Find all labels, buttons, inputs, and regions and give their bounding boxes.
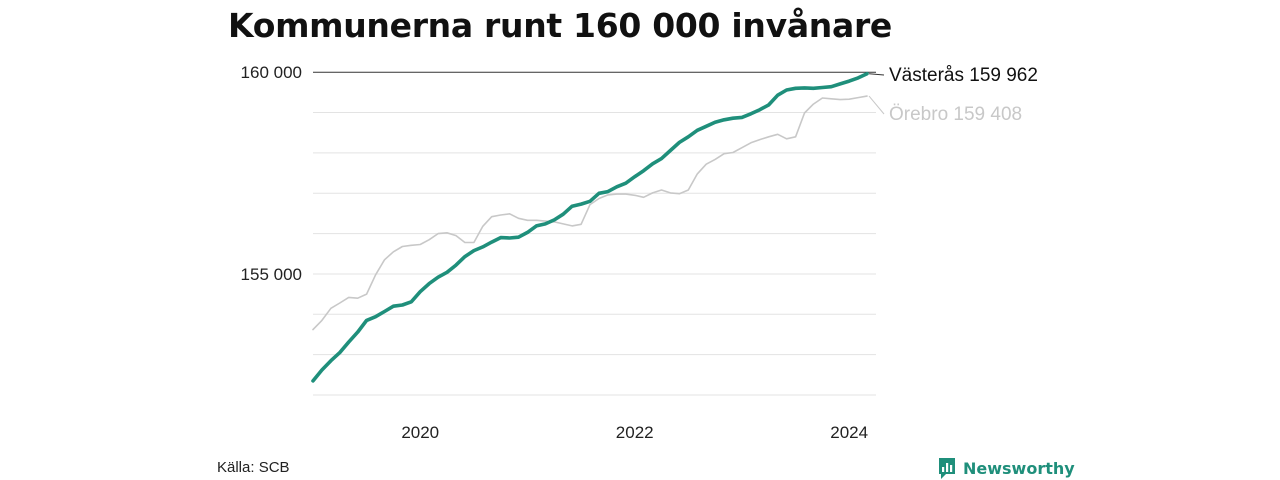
y-axis-tick-labels: 155 000 160 000 [241, 63, 302, 284]
label-connector [868, 73, 885, 76]
x-tick-label: 2022 [616, 423, 654, 442]
chart-speech-bubble-icon [939, 458, 955, 479]
brand-logo: Newsworthy [937, 456, 1075, 480]
series-line-vasteras [311, 71, 869, 383]
line-chart: 155 000 160 000 2020 2022 2024 Örebro 159 4… [241, 63, 1038, 442]
series-end-label: Västerås 159 962 [889, 65, 1038, 86]
chart-title: Kommunerna runt 160 000 invånare [228, 6, 892, 45]
source-note: Källa: SCB [217, 459, 290, 476]
gridlines [313, 71, 876, 396]
x-tick-label: 2024 [830, 423, 868, 442]
y-tick-label: 160 000 [241, 63, 302, 82]
x-tick-label: 2020 [401, 423, 439, 442]
series-end-label: Örebro 159 408 [889, 104, 1022, 125]
x-axis-tick-labels: 2020 2022 2024 [401, 423, 868, 442]
series-end-labels: Örebro 159 408 Västerås 159 962 [868, 65, 1038, 125]
y-tick-label: 155 000 [241, 265, 302, 284]
series-lines [311, 71, 869, 383]
brand-name: Newsworthy [963, 458, 1075, 478]
series-line-orebro [312, 95, 868, 331]
label-connector [868, 95, 885, 115]
